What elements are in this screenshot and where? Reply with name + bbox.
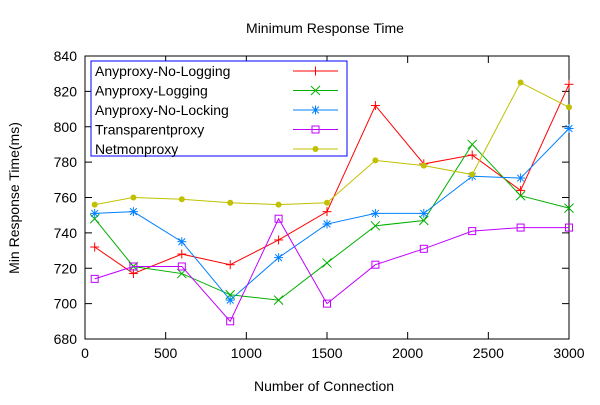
data-point	[517, 79, 524, 86]
data-point	[419, 244, 428, 253]
data-point	[370, 220, 381, 231]
data-point	[370, 101, 380, 111]
legend-label: Anyproxy-Logging	[95, 83, 208, 99]
legend: Anyproxy-No-Logging Anyproxy-Logging Anypr…	[90, 60, 348, 157]
data-point	[90, 242, 100, 252]
x-tick-label: 0	[81, 345, 89, 361]
data-point	[516, 185, 526, 195]
y-tick-label: 720	[54, 260, 78, 276]
legend-label: Netmonproxy	[95, 141, 178, 157]
data-point	[322, 219, 332, 229]
y-tick-label: 700	[54, 296, 78, 312]
data-point	[225, 260, 235, 270]
legend-label: Anyproxy-No-Locking	[95, 102, 229, 118]
y-tick-label: 800	[54, 119, 78, 135]
data-point	[130, 194, 137, 201]
series-layer	[89, 79, 574, 326]
series-transparentproxy	[90, 214, 573, 326]
data-point	[128, 269, 138, 279]
x-tick-label: 1500	[311, 345, 342, 361]
data-point	[311, 66, 320, 76]
data-point	[516, 173, 526, 183]
data-point	[226, 317, 235, 326]
data-point	[177, 237, 187, 247]
data-point	[225, 295, 235, 305]
series-line	[94, 143, 570, 301]
data-point	[372, 157, 379, 164]
data-point	[468, 227, 477, 236]
data-point	[566, 104, 572, 111]
legend-label: Anyproxy-No-Logging	[95, 63, 230, 79]
data-point	[275, 201, 282, 208]
data-point	[564, 79, 574, 89]
data-point	[273, 295, 284, 305]
tick-layer: 0 500 1000 1500 2000 2500 3000 680 700 720 740 760 7…	[54, 48, 585, 361]
data-point	[312, 146, 319, 152]
y-tick-label: 760	[54, 190, 78, 206]
data-point	[322, 258, 332, 268]
data-point	[90, 208, 100, 218]
series-anyproxy-no-locking	[90, 124, 574, 305]
y-tick-label: 740	[54, 225, 78, 241]
x-tick-label: 3000	[553, 345, 584, 361]
data-point	[274, 235, 284, 245]
data-point	[178, 196, 185, 203]
data-point	[418, 215, 429, 226]
data-point	[469, 171, 476, 178]
data-point	[311, 125, 320, 134]
y-axis-label: Min Response Time(ms)	[6, 122, 22, 274]
series-anyproxy-logging	[89, 139, 574, 305]
data-point	[322, 207, 332, 217]
data-point	[564, 124, 574, 134]
x-axis-label: Number of Connection	[254, 378, 394, 394]
data-point	[177, 262, 186, 271]
data-point	[274, 253, 284, 263]
series-netmonproxy	[91, 79, 572, 208]
y-tick-label: 820	[54, 83, 78, 99]
data-point	[467, 139, 478, 150]
data-point	[324, 199, 330, 206]
series-line	[94, 217, 569, 323]
y-tick-label: 680	[54, 331, 78, 347]
data-point	[419, 208, 429, 218]
data-point	[129, 262, 138, 271]
data-point	[310, 85, 321, 96]
data-point	[370, 208, 380, 218]
chart-title: Minimum Response Time	[246, 20, 404, 36]
x-tick-label: 2500	[473, 345, 504, 361]
y-tick-label: 780	[54, 154, 78, 170]
legend-box	[90, 60, 348, 157]
data-point	[274, 214, 283, 223]
data-point	[227, 199, 234, 206]
data-point	[515, 190, 526, 201]
data-point	[177, 249, 187, 259]
y-tick-label: 840	[54, 48, 78, 64]
data-point	[371, 260, 380, 269]
x-tick-label: 2000	[392, 345, 423, 361]
x-tick-label: 1000	[231, 345, 262, 361]
data-point	[90, 274, 99, 283]
data-point	[420, 162, 427, 169]
data-point	[311, 105, 320, 115]
data-point	[323, 299, 331, 308]
data-point	[91, 201, 98, 208]
data-point	[564, 203, 574, 213]
data-point	[128, 207, 138, 217]
data-point	[565, 223, 573, 232]
legend-label: Transparentproxy	[95, 122, 204, 138]
data-point	[516, 223, 525, 232]
series-anyproxy-no-logging	[90, 79, 574, 279]
x-tick-label: 500	[154, 345, 178, 361]
data-point	[467, 150, 477, 160]
